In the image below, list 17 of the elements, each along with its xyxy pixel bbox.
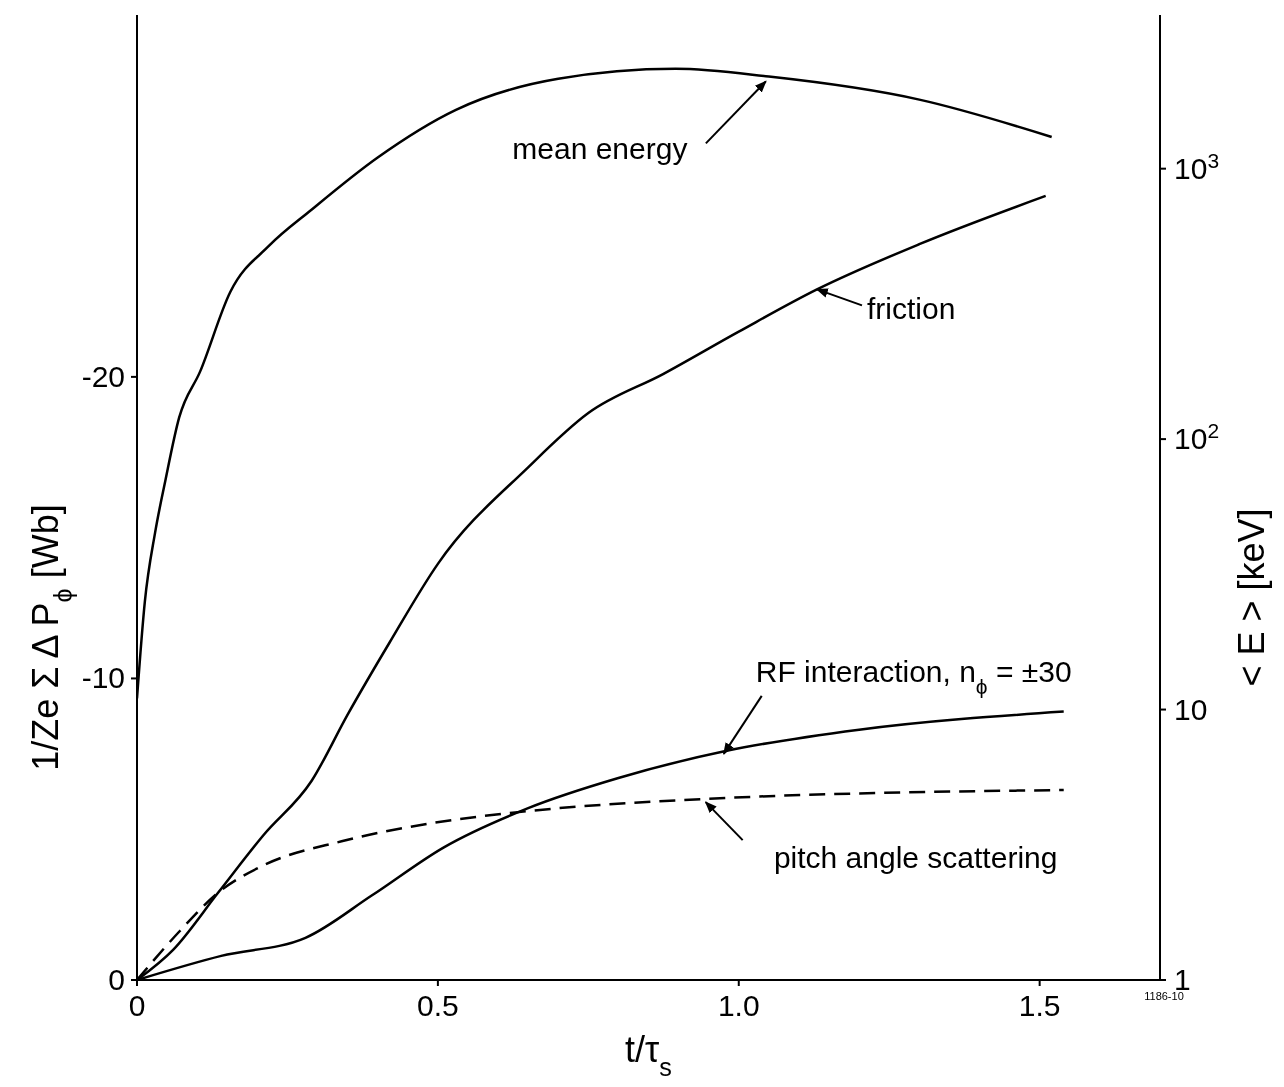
y2-tick-label: 10$^{2}$ xyxy=(1174,418,1220,456)
annotation: friction xyxy=(866,292,956,326)
x-tick-label: 0.5 xyxy=(417,989,459,1022)
annotation: RF interaction, n$_{ϕ}$ = ±30 xyxy=(755,654,1072,698)
text: 1186-10 xyxy=(1144,990,1184,1002)
annotation: mean energy xyxy=(512,132,688,166)
y2-tick-label: 10 xyxy=(1174,692,1208,726)
x-tick-label: 0 xyxy=(128,989,146,1022)
y-tick-label: 0 xyxy=(108,963,125,996)
x-tick-label: 1.0 xyxy=(717,989,760,1022)
x-tick-label: 1.5 xyxy=(1018,989,1061,1022)
y2-tick-label: 10$^{3}$ xyxy=(1174,148,1220,185)
y2-axis-title: < E > [keV] xyxy=(1231,508,1272,687)
annotation: pitch angle scattering xyxy=(773,841,1058,875)
x-axis-title: t/τ$_{s}$ xyxy=(625,1029,672,1081)
y-tick-label: -20 xyxy=(81,359,125,393)
y-tick-label: -10 xyxy=(81,661,125,695)
